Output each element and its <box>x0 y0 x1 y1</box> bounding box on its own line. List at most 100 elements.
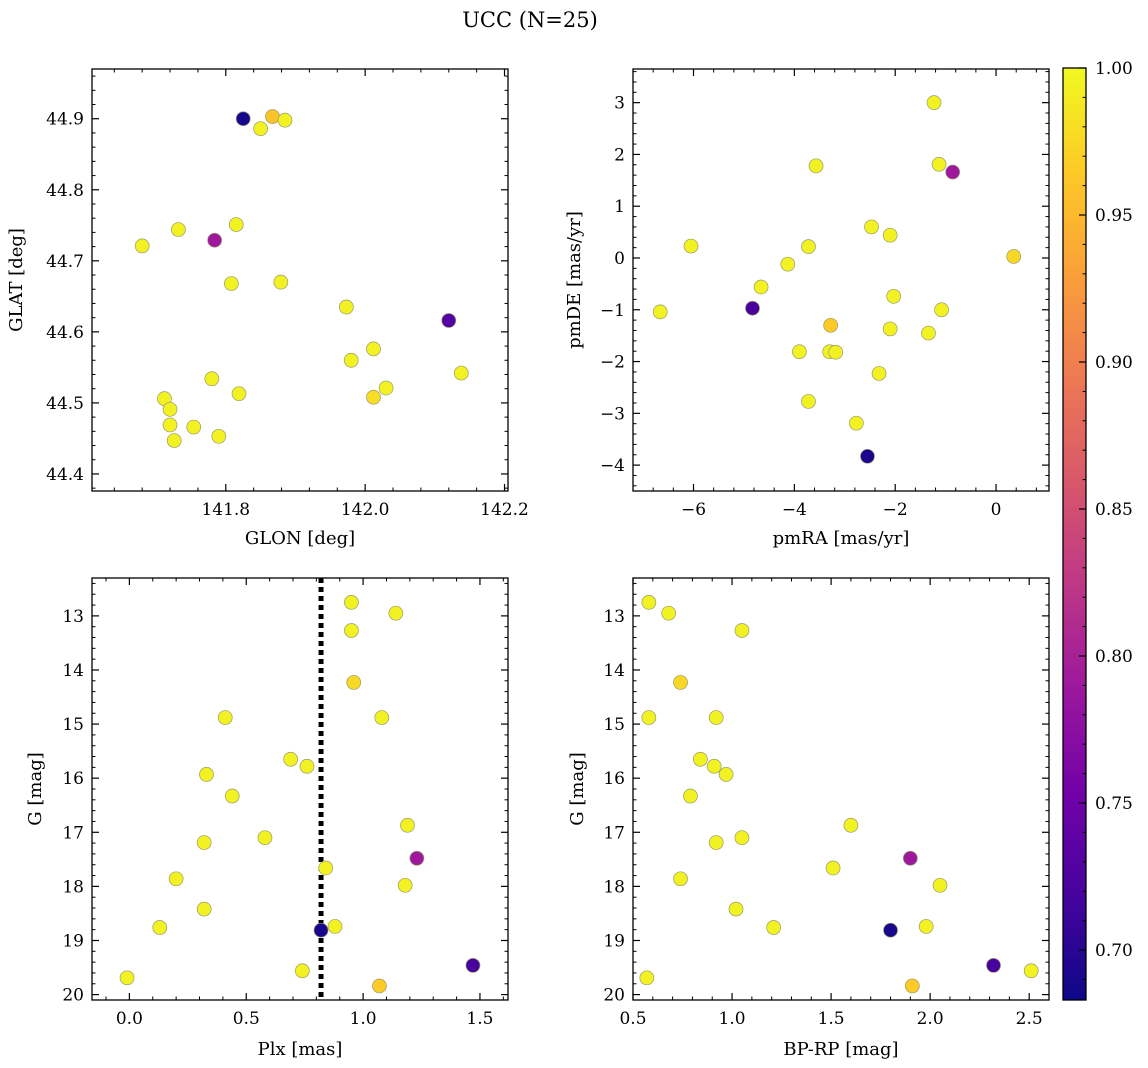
data-point <box>346 675 362 690</box>
scatter-points <box>119 594 481 994</box>
data-point <box>277 112 293 128</box>
data-point <box>313 922 329 938</box>
data-point <box>921 325 936 341</box>
data-point <box>882 227 898 243</box>
panel-sky-position: 141.8 142.0 142.2 44.4 44.5 44.6 44.7 44.8 44.9 G… <box>6 68 529 549</box>
data-point <box>119 970 135 986</box>
x-tick-label: 1.5 <box>466 1009 493 1029</box>
data-point <box>673 871 688 887</box>
data-point <box>745 300 760 316</box>
data-point <box>801 239 816 254</box>
data-point <box>871 366 887 381</box>
data-point <box>374 710 390 725</box>
data-point <box>986 958 1001 973</box>
data-point <box>409 850 425 866</box>
colorbar-tick-label: 0.95 <box>1095 206 1133 226</box>
data-point <box>224 788 240 804</box>
data-point <box>792 344 807 360</box>
data-point <box>453 365 469 381</box>
data-point <box>843 817 859 833</box>
data-point <box>211 428 227 444</box>
data-point <box>864 219 879 235</box>
data-point <box>673 675 688 690</box>
data-point <box>734 830 750 846</box>
y-tick-label: 15 <box>62 715 84 735</box>
data-point <box>338 299 354 315</box>
data-point <box>904 978 920 994</box>
data-point <box>231 386 247 402</box>
data-point <box>344 594 359 610</box>
data-point <box>327 919 343 934</box>
data-point <box>204 371 220 387</box>
data-point <box>228 217 244 232</box>
data-point <box>372 978 387 994</box>
data-point <box>931 156 947 172</box>
x-tick-label: 0 <box>991 500 1002 520</box>
data-point <box>932 877 948 893</box>
colorbar-tick-label: 0.80 <box>1095 647 1133 667</box>
data-point <box>400 817 415 833</box>
data-point <box>253 121 268 137</box>
x-axis-label: GLON [deg] <box>245 528 355 549</box>
x-tick-label: 0.5 <box>233 1009 260 1029</box>
y-tick-label: 44.6 <box>46 323 84 343</box>
x-tick-label: 142.0 <box>341 500 390 520</box>
data-point <box>918 919 934 934</box>
data-point <box>860 448 875 464</box>
y-tick-label: 19 <box>603 931 625 951</box>
data-point <box>766 920 781 935</box>
x-axis-label: pmRA [mas/yr] <box>773 528 910 549</box>
y-tick-label: 1 <box>614 197 625 217</box>
data-point <box>294 963 310 979</box>
data-point <box>849 415 864 431</box>
x-axis-label: Plx [mas] <box>258 1039 343 1060</box>
y-tick-label: 2 <box>614 145 625 165</box>
y-tick-label: 13 <box>62 607 84 627</box>
data-point <box>199 767 214 782</box>
x-axis-label: BP-RP [mag] <box>783 1039 898 1060</box>
plot-frame <box>632 68 1050 492</box>
plot-frame <box>91 577 509 1001</box>
data-point <box>465 958 481 973</box>
y-axis-label: G [mag] <box>567 752 588 825</box>
data-point <box>706 758 722 774</box>
data-point <box>343 352 359 368</box>
data-point <box>945 164 961 180</box>
data-point <box>388 605 404 621</box>
data-point <box>171 222 186 237</box>
y-tick-label: 18 <box>603 877 625 897</box>
data-point <box>808 158 824 174</box>
y-tick-label: 44.5 <box>46 394 84 414</box>
data-point <box>683 238 699 254</box>
y-tick-label: 44.9 <box>46 110 84 130</box>
plot-frame <box>632 577 1050 1001</box>
y-tick-label: 14 <box>603 661 625 681</box>
data-point <box>823 317 839 333</box>
y-tick-label: 44.7 <box>46 252 84 272</box>
data-point <box>273 274 289 290</box>
x-tick-label: 2.0 <box>917 1009 944 1029</box>
x-tick-label: 1.0 <box>350 1009 377 1029</box>
data-point <box>641 710 657 725</box>
panel-proper-motion: −6 −4 −2 0 −4 −3 −2 −1 0 1 2 3 pmRA [mas/yr] pmDE [ma… <box>564 68 1050 549</box>
data-point <box>257 830 273 846</box>
data-point <box>224 276 239 291</box>
figure-title: UCC (N=25) <box>462 8 598 32</box>
scatter-points <box>134 109 469 448</box>
data-point <box>886 288 902 304</box>
data-point <box>934 302 949 318</box>
x-tick-label: −2 <box>883 500 908 520</box>
colorbar: 0.70 0.75 0.80 0.85 0.90 0.95 1.00 <box>1062 59 1133 1001</box>
data-point <box>344 623 359 638</box>
y-tick-label: 3 <box>614 94 625 114</box>
y-tick-label: 44.4 <box>46 465 84 485</box>
colorbar-tick-label: 0.75 <box>1095 794 1133 814</box>
data-point <box>801 394 816 409</box>
data-point <box>152 920 168 935</box>
y-axis-label: pmDE [mas/yr] <box>564 211 585 349</box>
data-point <box>217 710 233 725</box>
y-tick-label: 20 <box>62 986 84 1006</box>
data-point <box>753 279 769 295</box>
data-point <box>718 767 734 782</box>
data-point <box>265 109 280 124</box>
